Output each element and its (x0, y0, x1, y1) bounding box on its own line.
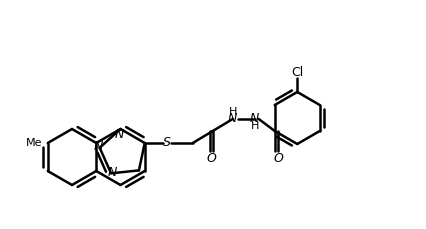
Text: N: N (227, 112, 237, 125)
Text: N: N (250, 112, 259, 125)
Text: O: O (273, 152, 283, 164)
Text: N: N (107, 166, 116, 179)
Text: Cl: Cl (291, 65, 303, 79)
Text: H: H (228, 107, 236, 117)
Text: O: O (206, 152, 216, 164)
Text: N: N (115, 128, 124, 142)
Text: H: H (250, 121, 258, 131)
Text: N: N (94, 140, 103, 153)
Text: Me: Me (26, 138, 42, 148)
Text: S: S (162, 136, 170, 150)
